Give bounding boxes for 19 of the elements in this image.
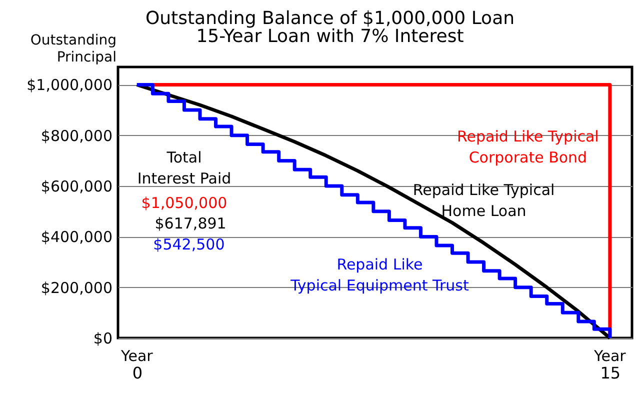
series-label: Repaid Like Typical Corporate Bond <box>457 128 599 167</box>
annotation: $1,050,000 <box>141 194 228 212</box>
y-tick-label: $800,000 <box>40 126 112 145</box>
series-label: Repaid Like Typical Home Loan <box>412 180 555 220</box>
text: Year <box>120 347 154 366</box>
y-axis-title: Outstanding Principal <box>30 32 116 66</box>
y-tick-label: $0 <box>93 330 112 348</box>
x-tick-label: 0 <box>132 364 143 382</box>
y-tick-label: $400,000 <box>40 228 112 246</box>
text: Year <box>593 347 627 366</box>
x-tick-label: 15 <box>600 364 621 382</box>
y-tick-label: $600,000 <box>40 178 112 196</box>
series-label: Repaid Like Typical Equipment Trust <box>290 256 469 295</box>
annotation: $617,891 <box>154 214 226 233</box>
y-tick-label: $1,000,000 <box>26 76 112 94</box>
annotation: $542,500 <box>153 235 225 254</box>
chart-title: Outstanding Balance of $1,000,000 Loan <box>145 8 515 29</box>
annotation: Total Interest Paid <box>137 148 232 188</box>
y-tick-label: $200,000 <box>40 278 112 297</box>
